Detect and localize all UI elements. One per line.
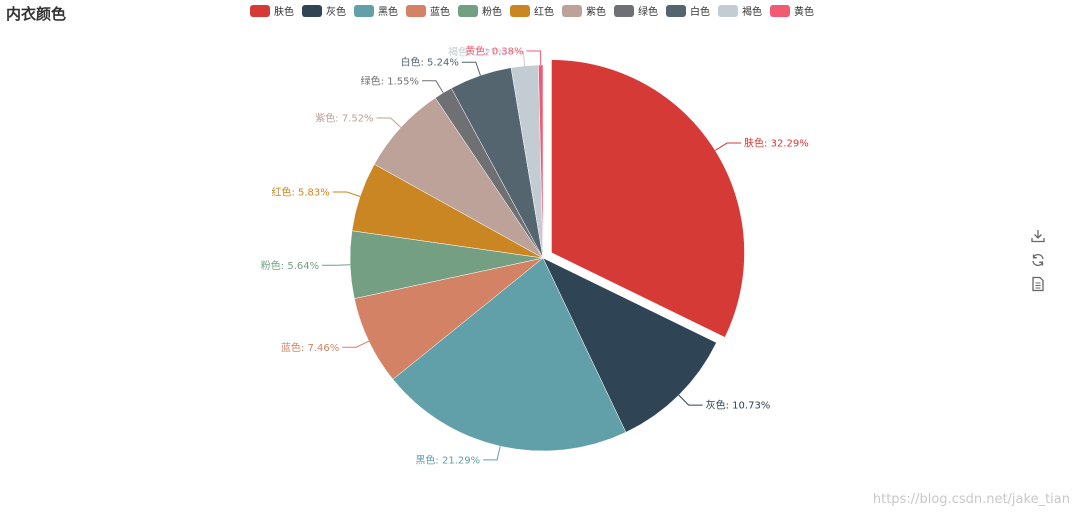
legend-item-0[interactable]: 肤色 xyxy=(250,3,294,18)
legend-swatch xyxy=(562,4,582,17)
legend-label: 蓝色 xyxy=(430,7,450,18)
data-label-9: 褐色: 2.27% xyxy=(448,45,506,58)
legend-label: 粉色 xyxy=(482,7,502,18)
legend-label: 绿色 xyxy=(638,7,658,18)
legend-swatch xyxy=(614,4,634,17)
legend-item-6[interactable]: 紫色 xyxy=(562,3,606,18)
label-line-10 xyxy=(526,50,542,66)
label-line-1 xyxy=(678,394,703,406)
legend-label: 红色 xyxy=(534,7,554,18)
legend-item-5[interactable]: 红色 xyxy=(510,3,554,18)
save-as-image-icon[interactable] xyxy=(1029,227,1047,245)
label-line-8 xyxy=(461,61,481,76)
legend-swatch xyxy=(718,4,738,17)
legend-label: 褐色 xyxy=(742,7,762,18)
legend-item-4[interactable]: 粉色 xyxy=(458,3,502,18)
restore-icon[interactable] xyxy=(1029,251,1047,269)
data-label-4: 粉色: 5.64% xyxy=(261,259,319,272)
legend-label: 灰色 xyxy=(326,7,346,18)
data-label-8: 白色: 5.24% xyxy=(401,56,459,69)
data-label-10: 黄色: 0.38% xyxy=(465,45,523,58)
legend-swatch xyxy=(770,4,790,17)
data-label-6: 紫色: 7.52% xyxy=(315,111,373,124)
label-line-6 xyxy=(376,117,402,128)
legend-swatch xyxy=(510,4,530,17)
pie-slice-2[interactable] xyxy=(392,257,627,452)
legend-item-2[interactable]: 黑色 xyxy=(354,3,398,18)
label-line-0 xyxy=(714,142,742,151)
watermark: https://blog.csdn.net/jake_tian xyxy=(872,492,1070,507)
legend-swatch xyxy=(354,4,374,17)
data-view-icon[interactable] xyxy=(1029,275,1047,293)
legend: 肤色 灰色 黑色 蓝色 粉色 红色 紫色 绿色 白色 褐色 黄色 xyxy=(250,3,814,18)
legend-swatch xyxy=(666,4,686,17)
legend-item-7[interactable]: 绿色 xyxy=(614,3,658,18)
label-line-9 xyxy=(509,51,526,66)
legend-item-3[interactable]: 蓝色 xyxy=(406,3,450,18)
legend-swatch xyxy=(250,4,270,17)
legend-label: 白色 xyxy=(690,7,710,18)
legend-label: 紫色 xyxy=(586,7,606,18)
toolbox xyxy=(1029,227,1047,293)
data-label-3: 蓝色: 7.46% xyxy=(281,341,339,354)
data-label-5: 红色: 5.83% xyxy=(271,186,329,199)
label-line-2 xyxy=(483,446,501,461)
legend-item-8[interactable]: 白色 xyxy=(666,3,710,18)
legend-swatch xyxy=(406,4,426,17)
legend-item-10[interactable]: 黄色 xyxy=(770,3,814,18)
chart-title: 内衣颜色 xyxy=(6,5,67,23)
legend-swatch xyxy=(302,4,322,17)
legend-item-1[interactable]: 灰色 xyxy=(302,3,346,18)
legend-label: 黄色 xyxy=(794,7,814,18)
label-line-5 xyxy=(332,191,361,197)
data-label-1: 灰色: 10.73% xyxy=(706,399,771,412)
data-label-7: 绿色: 1.55% xyxy=(361,74,419,87)
label-line-3 xyxy=(342,340,370,348)
data-label-2: 黑色: 21.29% xyxy=(415,453,480,466)
legend-label: 肤色 xyxy=(274,7,294,18)
legend-swatch xyxy=(458,4,478,17)
legend-item-9[interactable]: 褐色 xyxy=(718,3,762,18)
legend-label: 黑色 xyxy=(378,7,398,18)
data-label-0: 肤色: 32.29% xyxy=(744,137,809,150)
pie-slice-10[interactable] xyxy=(538,64,544,259)
label-line-7 xyxy=(421,80,444,94)
